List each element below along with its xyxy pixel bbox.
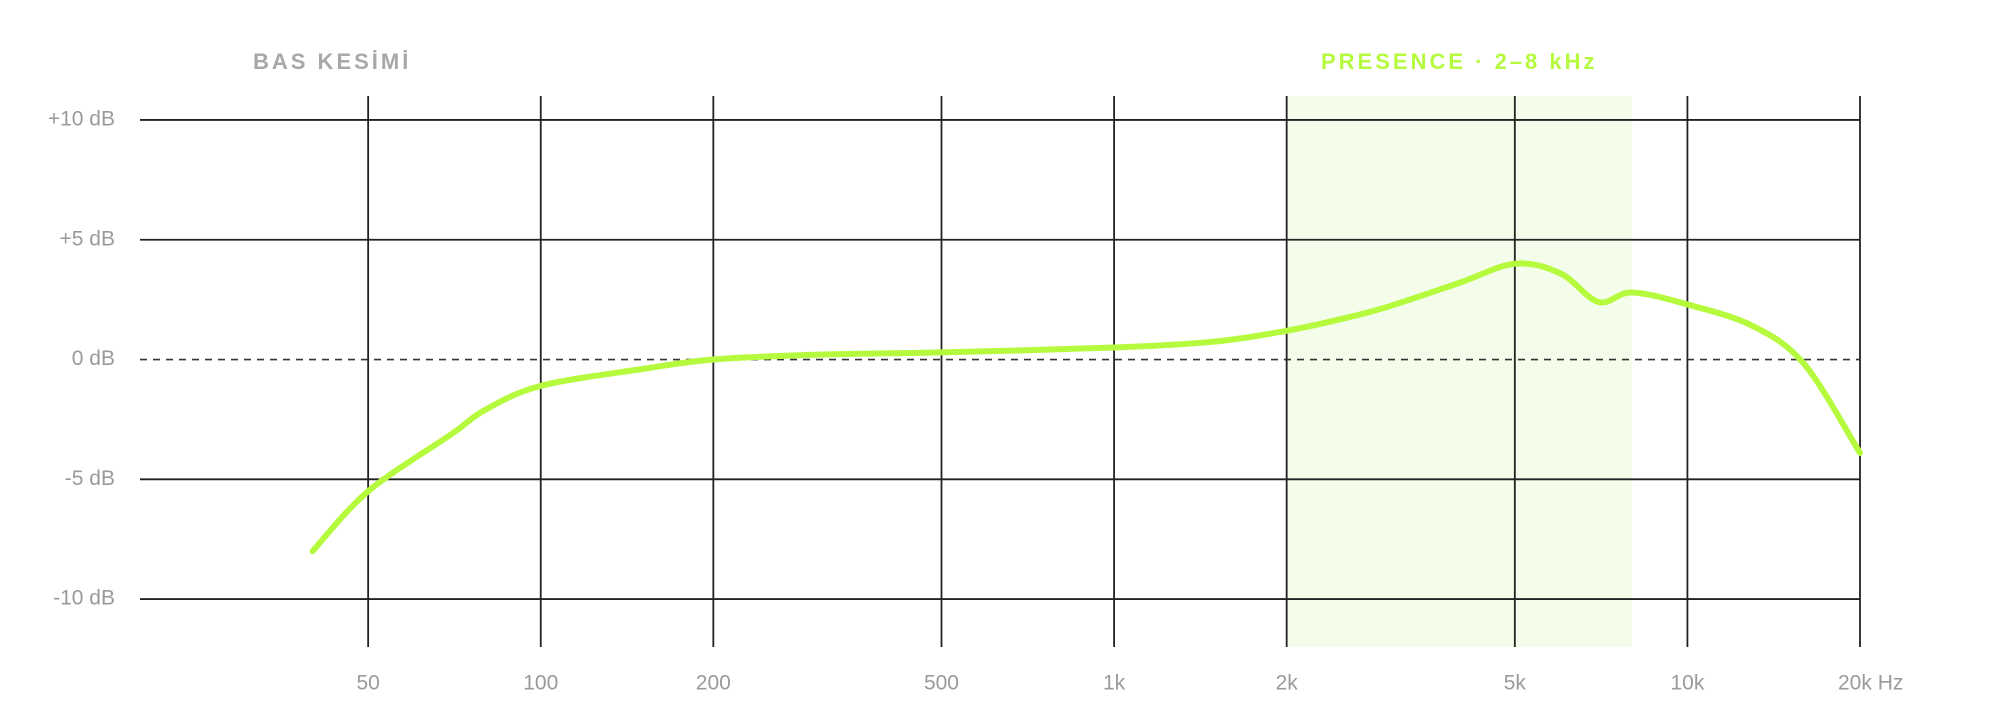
x-tick-label: 20k Hz [1838,672,1903,695]
x-tick-label: 500 [924,672,959,695]
x-tick-label: 200 [696,672,731,695]
y-tick-label: 0 dB [72,347,115,370]
presence-band [1286,96,1632,647]
x-tick-label: 5k [1504,672,1527,695]
presence-label: PRESENCE · 2–8 kHz [1321,49,1598,74]
y-tick-label: -10 dB [53,587,115,610]
response-curve [309,260,1863,555]
x-tick-label: 50 [356,672,379,695]
y-tick-label: +5 dB [60,227,115,250]
x-tick-label: 10k [1670,672,1704,695]
x-tick-label: 1k [1103,672,1126,695]
x-tick-label: 100 [523,672,558,695]
y-tick-label: +10 dB [48,108,115,131]
x-tick-label: 2k [1276,672,1299,695]
low-cut-label: BAS KESİMİ [253,49,411,74]
y-tick-label: -5 dB [65,467,115,490]
